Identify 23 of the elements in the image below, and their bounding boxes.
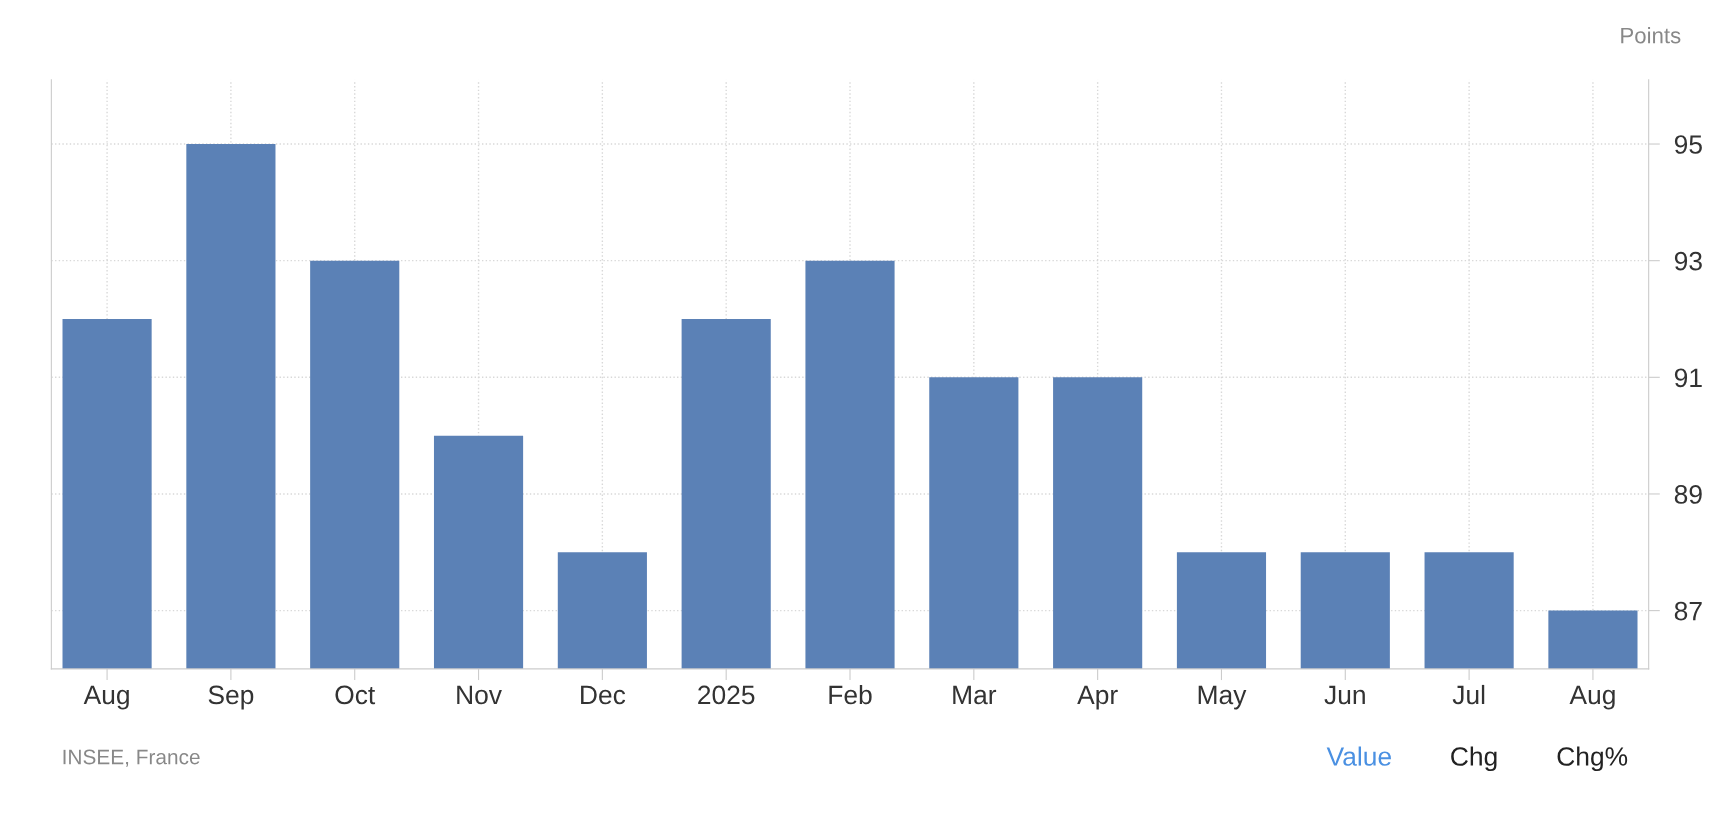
y-tick-label: 93 bbox=[1674, 251, 1702, 271]
x-tick-label: Aug bbox=[1569, 685, 1615, 710]
x-tick-label: Jun bbox=[1324, 685, 1365, 705]
x-tick-label: Aug bbox=[83, 685, 129, 710]
x-tick-label: 2025 bbox=[698, 685, 755, 705]
x-tick-label: Jul bbox=[1452, 684, 1485, 705]
x-tick-label: Apr bbox=[1077, 685, 1118, 710]
x-tick-label: Mar bbox=[953, 685, 997, 705]
text: INSEE, France bbox=[63, 749, 200, 767]
x-tick-label: Sep bbox=[208, 685, 254, 710]
x-tick-label: Nov bbox=[457, 685, 502, 705]
y-tick-label: 87 bbox=[1674, 601, 1702, 621]
x-tick-label: Feb bbox=[829, 684, 872, 705]
text: Chg bbox=[1451, 746, 1497, 772]
x-tick-label: Dec bbox=[581, 685, 626, 705]
y-tick-label: 89 bbox=[1674, 485, 1702, 504]
text: Chg% bbox=[1557, 746, 1628, 772]
text: Value bbox=[1326, 746, 1391, 766]
y-axis-title: Points bbox=[1621, 27, 1681, 44]
x-tick-label: May bbox=[1198, 685, 1247, 710]
x-tick-label: Oct bbox=[335, 685, 376, 705]
y-tick-label: 91 bbox=[1674, 368, 1702, 388]
y-tick-label: 95 bbox=[1674, 135, 1702, 154]
